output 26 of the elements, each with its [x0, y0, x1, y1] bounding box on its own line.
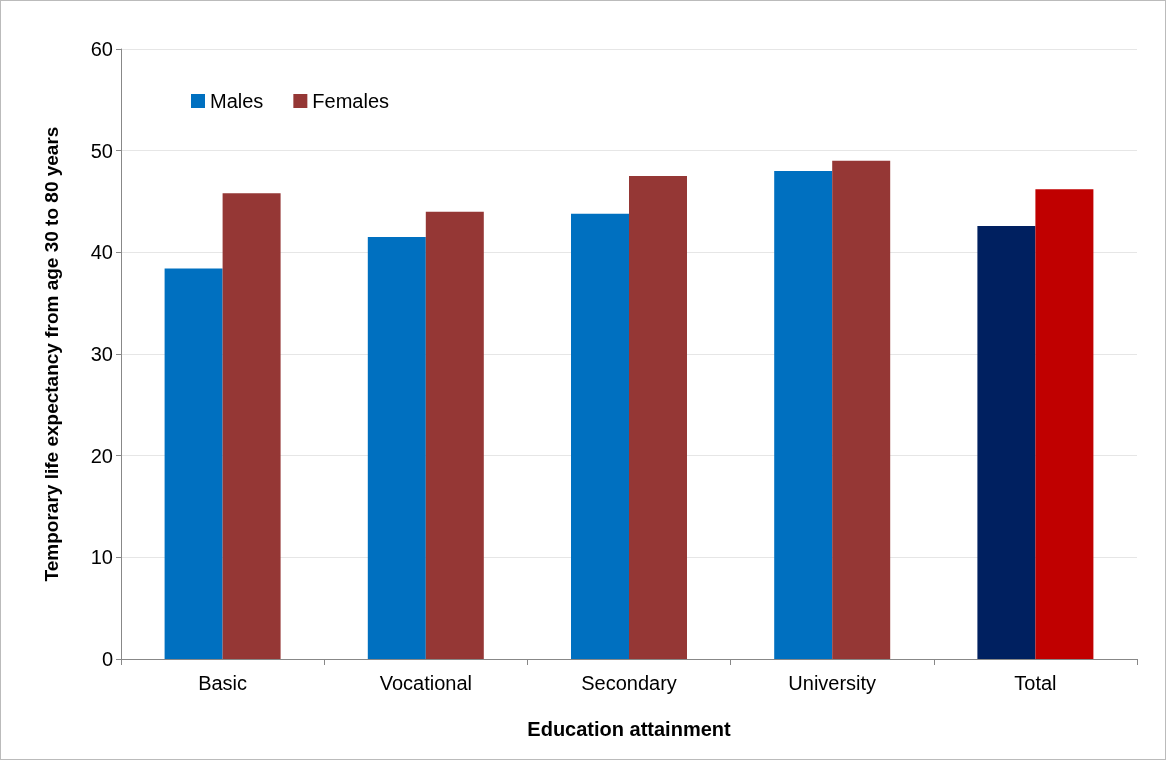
y-axis-title: Temporary life expectancy from age 30 to 80 years [41, 126, 62, 582]
y-tick-label: 0 [101, 648, 113, 670]
bar [164, 268, 223, 659]
bar [629, 176, 687, 659]
bar [774, 171, 833, 659]
bar [832, 160, 891, 659]
y-tick-label: 60 [90, 38, 113, 60]
y-tick-label: 10 [90, 546, 113, 569]
x-tick-label: Total [1014, 672, 1057, 694]
bar [1035, 189, 1094, 659]
y-tick-label: 30 [90, 343, 113, 365]
x-tick-label: Vocational [379, 672, 472, 694]
x-tick-label: University [788, 672, 877, 694]
bar [425, 211, 484, 659]
bar [367, 237, 426, 659]
x-tick-label: Secondary [581, 672, 677, 694]
y-tick-label: 20 [90, 444, 113, 467]
bar [222, 193, 281, 659]
x-tick-label: Basic [198, 672, 248, 694]
x-axis-title: Education attainment [527, 718, 732, 740]
y-tick-label: 50 [90, 139, 113, 162]
bar [977, 225, 1036, 659]
y-tick-label: 40 [90, 241, 113, 264]
legend-label: Females [312, 90, 390, 112]
bar [571, 213, 629, 659]
legend-label: Males [210, 90, 264, 112]
